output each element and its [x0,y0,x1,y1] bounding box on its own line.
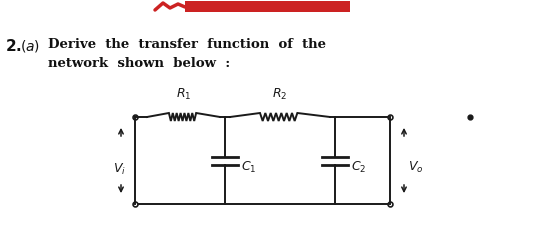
Text: network  shown  below  :: network shown below : [48,57,230,70]
Text: $V_i$: $V_i$ [112,161,125,176]
Text: Derive  the  transfer  function  of  the: Derive the transfer function of the [48,38,326,51]
Text: $C_1$: $C_1$ [241,159,257,174]
FancyBboxPatch shape [185,2,350,13]
Text: $R_2$: $R_2$ [272,87,288,101]
Text: $\mathbf{2.}$: $\mathbf{2.}$ [5,38,22,54]
Text: $C_2$: $C_2$ [351,159,366,174]
Text: $V_o$: $V_o$ [408,159,423,174]
Text: $\mathit{(a)}$: $\mathit{(a)}$ [20,38,40,54]
Text: $R_1$: $R_1$ [176,87,191,101]
